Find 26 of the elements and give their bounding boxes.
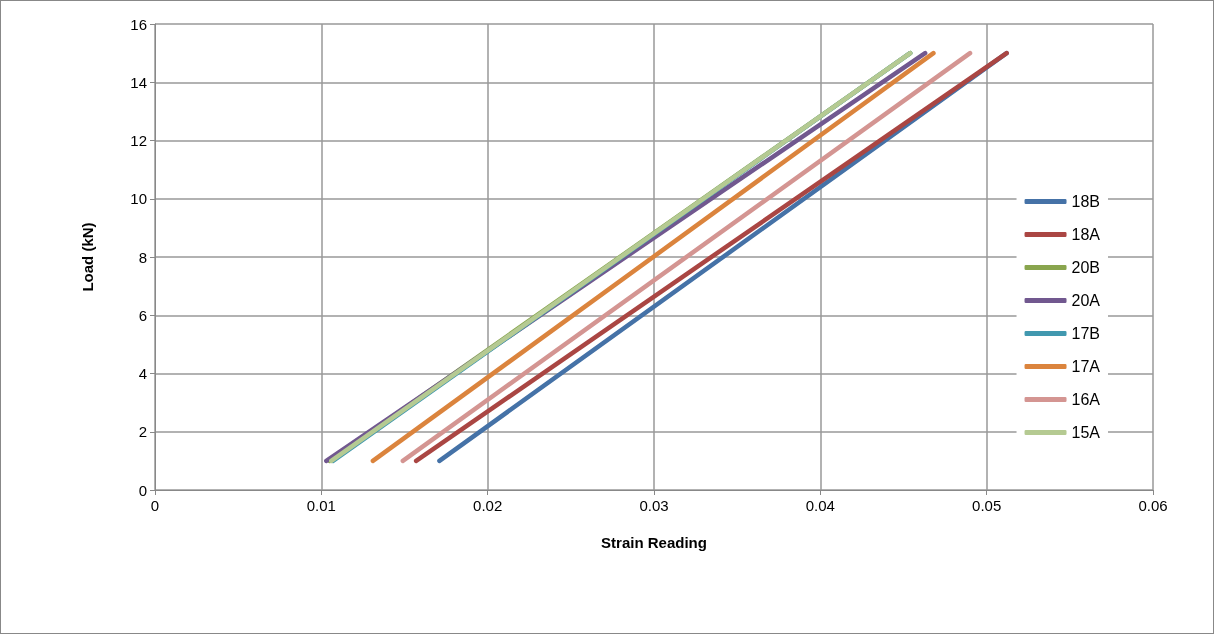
x-tick-label: 0.04 [805, 497, 835, 514]
legend-label: 18A [1071, 226, 1101, 243]
y-tick-label: 8 [138, 248, 147, 266]
y-tick-label: 2 [138, 423, 147, 441]
x-axis-title: Strain Reading [601, 534, 707, 551]
x-tick-label: 0 [150, 497, 160, 514]
legend-label: 20B [1071, 259, 1100, 276]
y-tick-label: 4 [138, 365, 147, 382]
y-tick-label: 12 [130, 132, 147, 149]
y-axis-title: Load (kN) [79, 222, 96, 292]
legend-label: 20A [1071, 292, 1101, 309]
x-tick-label: 0.06 [1138, 497, 1168, 514]
y-tick-label: 10 [130, 190, 147, 208]
y-tick-label: 14 [130, 73, 147, 91]
legend-label: 17A [1071, 358, 1101, 375]
y-tick-label: 0 [138, 481, 147, 499]
x-tick-label: 0.02 [473, 497, 503, 514]
legend-label: 18B [1071, 193, 1100, 210]
legend-label: 16A [1071, 391, 1101, 408]
y-tick-label: 16 [130, 15, 147, 33]
legend-label: 15A [1071, 424, 1101, 441]
x-tick-label: 0.03 [639, 497, 669, 514]
x-tick-label: 0.05 [972, 497, 1002, 514]
legend-label: 17B [1071, 325, 1100, 342]
y-tick-label: 6 [138, 306, 147, 324]
x-tick-label: 0.01 [306, 497, 336, 514]
